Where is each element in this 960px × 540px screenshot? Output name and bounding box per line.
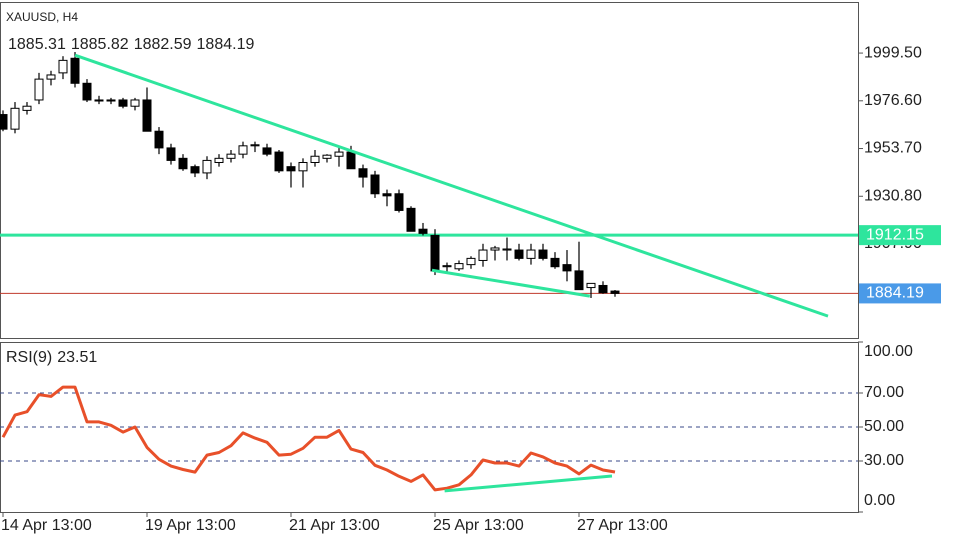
- candle-body: [382, 193, 392, 197]
- rsi-line: [1, 385, 616, 492]
- candle-body: [22, 105, 32, 111]
- candle-body: [130, 99, 140, 107]
- candle-body: [214, 157, 224, 163]
- y-tick-label: 50.00: [864, 418, 904, 435]
- candle-body: [586, 282, 596, 289]
- candle-body: [454, 263, 464, 270]
- y-tick-label: 70.00: [864, 384, 904, 401]
- candle-body: [58, 59, 68, 74]
- candle-body: [322, 154, 332, 159]
- candle-body: [406, 207, 416, 232]
- candle-body: [250, 144, 260, 147]
- candle-body: [610, 290, 620, 294]
- candle-body: [430, 234, 440, 272]
- candle-body: [70, 57, 80, 84]
- candle-body: [226, 153, 236, 159]
- y-tick-label: 100.00: [864, 343, 913, 360]
- y-tick-label: 30.00: [864, 452, 904, 469]
- candle-body: [502, 248, 512, 251]
- x-tick-label: 25 Apr 13:00: [433, 517, 524, 534]
- candle-body: [94, 99, 104, 102]
- candle-body: [346, 151, 356, 170]
- candle-body: [490, 247, 500, 251]
- y-tick-label: 1953.70: [864, 140, 922, 157]
- candle-body: [310, 155, 320, 163]
- candle-body: [298, 161, 308, 172]
- price-label: 1884.19: [866, 285, 924, 302]
- x-tick-label: 21 Apr 13:00: [289, 517, 380, 534]
- ohlc-high: 1885.82: [71, 36, 129, 53]
- candle-body: [514, 249, 524, 259]
- candle-body: [562, 264, 572, 272]
- candle-body: [10, 107, 20, 130]
- candle-body: [466, 257, 476, 266]
- x-tick-label: 27 Apr 13:00: [577, 517, 668, 534]
- candle-body: [142, 99, 152, 132]
- candle-body: [418, 228, 428, 234]
- price-label-bg: [859, 283, 941, 304]
- candle-body: [46, 74, 56, 80]
- indicator-value: 23.51: [57, 349, 97, 366]
- y-tick-label: 1999.50: [864, 44, 922, 61]
- y-tick-label: 0.00: [864, 492, 895, 509]
- candle-body: [598, 284, 608, 294]
- candle-body: [118, 99, 128, 107]
- indicator-name: RSI(9): [6, 349, 52, 366]
- candle-body: [334, 151, 344, 157]
- candle-body: [238, 145, 248, 155]
- level-label-bg: [859, 225, 941, 246]
- x-tick-label: 19 Apr 13:00: [145, 517, 236, 534]
- candle-body: [274, 151, 284, 172]
- candle-body: [550, 257, 560, 268]
- candle-body: [34, 78, 44, 101]
- ohlc-open: 1885.31: [8, 36, 66, 53]
- ohlc-close: 1884.19: [197, 36, 255, 53]
- trend-line: [74, 53, 829, 318]
- trend-line: [431, 268, 591, 298]
- candle-body: [478, 249, 488, 261]
- candle-body: [286, 166, 296, 172]
- candle-body: [178, 157, 188, 170]
- candle-body: [154, 130, 164, 149]
- x-tick-label: 14 Apr 13:00: [1, 517, 92, 534]
- price-panel-frame: [0, 2, 859, 339]
- candle-body: [358, 168, 368, 178]
- trend-line: [444, 474, 613, 493]
- symbol-title: XAUUSD, H4: [6, 10, 78, 24]
- candle-body: [394, 193, 404, 211]
- candle-body: [0, 114, 8, 130]
- candle-body: [538, 249, 548, 259]
- level-label: 1912.15: [866, 226, 924, 243]
- ohlc-low: 1882.59: [134, 36, 192, 53]
- y-tick-label: 1976.60: [864, 92, 922, 109]
- candle-body: [526, 249, 536, 259]
- candle-body: [106, 99, 116, 102]
- candle-body: [166, 147, 176, 161]
- candle-body: [82, 82, 92, 101]
- candle-body: [202, 159, 212, 174]
- y-tick-label: 1930.80: [864, 187, 922, 204]
- candle-body: [442, 265, 452, 268]
- candle-body: [262, 147, 272, 155]
- candle-body: [190, 166, 200, 174]
- candle-body: [574, 270, 584, 291]
- candle-body: [370, 174, 380, 195]
